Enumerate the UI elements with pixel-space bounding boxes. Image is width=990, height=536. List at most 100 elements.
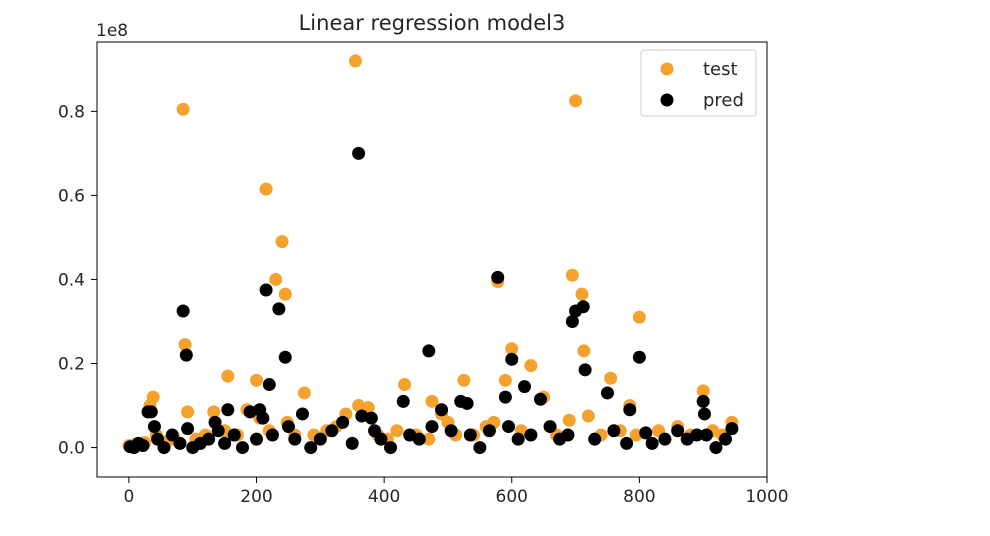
point-pred xyxy=(623,403,636,416)
point-pred xyxy=(577,300,590,313)
point-test xyxy=(390,424,403,437)
point-pred xyxy=(263,378,276,391)
point-pred xyxy=(256,412,269,425)
point-test xyxy=(276,235,289,248)
legend-label-test: test xyxy=(703,59,738,80)
point-pred xyxy=(336,416,349,429)
point-pred xyxy=(221,403,234,416)
point-pred xyxy=(384,441,397,454)
point-test xyxy=(398,378,411,391)
point-test xyxy=(298,386,311,399)
point-pred xyxy=(534,393,547,406)
point-pred xyxy=(579,363,592,376)
legend-marker-test xyxy=(661,63,674,76)
y-tick-label: 0.2 xyxy=(58,355,85,375)
point-test xyxy=(221,370,234,383)
point-pred xyxy=(272,302,285,315)
y-tick-label: 0.4 xyxy=(58,270,85,290)
point-pred xyxy=(422,344,435,357)
point-pred xyxy=(228,428,241,441)
point-test xyxy=(569,94,582,107)
legend-marker-pred xyxy=(661,94,674,107)
legend: test pred xyxy=(641,50,756,116)
point-pred xyxy=(483,424,496,437)
point-pred xyxy=(607,424,620,437)
point-pred xyxy=(473,441,486,454)
point-pred xyxy=(158,441,171,454)
point-pred xyxy=(512,433,525,446)
point-test xyxy=(575,288,588,301)
point-pred xyxy=(365,412,378,425)
point-test xyxy=(577,344,590,357)
point-pred xyxy=(505,353,518,366)
point-pred xyxy=(464,428,477,441)
point-pred xyxy=(279,351,292,364)
point-test xyxy=(269,273,282,286)
point-pred xyxy=(697,395,710,408)
point-pred xyxy=(413,433,426,446)
x-tick-label: 0 xyxy=(123,487,134,507)
point-pred xyxy=(212,424,225,437)
point-pred xyxy=(148,420,161,433)
point-pred xyxy=(435,403,448,416)
point-pred xyxy=(461,397,474,410)
point-pred xyxy=(296,407,309,420)
point-pred xyxy=(725,422,738,435)
point-test xyxy=(633,311,646,324)
point-pred xyxy=(282,420,295,433)
x-tick-label: 800 xyxy=(623,487,655,507)
point-pred xyxy=(325,424,338,437)
point-test xyxy=(147,391,160,404)
point-pred xyxy=(491,271,504,284)
point-pred xyxy=(136,439,149,452)
point-pred xyxy=(601,386,614,399)
point-test xyxy=(250,374,263,387)
point-pred xyxy=(518,380,531,393)
x-tick-label: 1000 xyxy=(745,487,788,507)
point-test xyxy=(604,372,617,385)
y-tick-label: 0.8 xyxy=(58,102,85,122)
x-axis-ticks: 0 200 400 600 800 1000 xyxy=(123,477,788,507)
point-pred xyxy=(633,351,646,364)
point-pred xyxy=(145,405,158,418)
point-pred xyxy=(177,304,190,317)
point-test xyxy=(524,359,537,372)
point-pred xyxy=(445,424,458,437)
point-test xyxy=(349,54,362,67)
point-test xyxy=(260,183,273,196)
point-pred xyxy=(250,433,263,446)
point-pred xyxy=(524,428,537,441)
point-pred xyxy=(181,422,194,435)
point-pred xyxy=(260,283,273,296)
x-tick-label: 200 xyxy=(240,487,272,507)
point-pred xyxy=(266,428,279,441)
point-test xyxy=(582,410,595,423)
point-pred xyxy=(620,437,633,450)
point-pred xyxy=(646,437,659,450)
point-pred xyxy=(658,433,671,446)
point-test xyxy=(279,288,292,301)
point-test xyxy=(499,374,512,387)
point-test xyxy=(181,405,194,418)
point-pred xyxy=(173,437,186,450)
point-pred xyxy=(502,420,515,433)
point-pred xyxy=(180,349,193,362)
point-pred xyxy=(288,433,301,446)
point-pred xyxy=(544,420,557,433)
point-pred xyxy=(499,391,512,404)
point-pred xyxy=(588,433,601,446)
y-tick-label: 0.6 xyxy=(58,186,85,206)
point-pred xyxy=(346,437,359,450)
y-tick-label: 0.0 xyxy=(58,439,85,459)
point-pred xyxy=(352,147,365,160)
point-pred xyxy=(314,433,327,446)
point-pred xyxy=(561,428,574,441)
y-axis-ticks: 0.0 0.2 0.4 0.6 0.8 xyxy=(58,102,97,458)
chart-title: Linear regression model3 xyxy=(299,11,566,35)
point-test xyxy=(563,414,576,427)
x-tick-label: 400 xyxy=(368,487,400,507)
legend-label-pred: pred xyxy=(703,90,744,111)
point-pred xyxy=(236,441,249,454)
point-pred xyxy=(700,428,713,441)
